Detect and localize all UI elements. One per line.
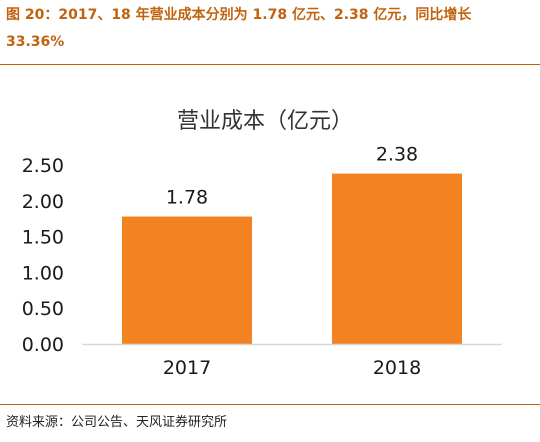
y-tick-label: 0.00 [22,334,64,356]
data-label-2017: 1.78 [166,187,208,209]
data-labels: 1.78 2.38 [166,144,418,209]
chart-container: 营业成本（亿元） 0.00 0.50 1.00 1.50 2.00 2.50 1.78 2.… [0,66,540,402]
caption-divider [0,64,540,65]
source-divider [0,404,540,405]
figure-caption: 图 20：2017、18 年营业成本分别为 1.78 亿元、2.38 亿元，同比… [6,7,472,50]
x-tick-label-2018: 2018 [373,357,421,379]
x-axis-tick-labels: 2017 2018 [163,357,421,379]
bar-series [122,173,462,344]
bar-2017 [122,216,252,344]
x-tick-label-2017: 2017 [163,357,211,379]
y-tick-label: 1.00 [22,262,64,284]
bar-2018 [332,173,462,344]
source-note: 资料来源：公司公告、天风证券研究所 [6,415,228,430]
data-label-2018: 2.38 [376,144,418,166]
bar-chart: 营业成本（亿元） 0.00 0.50 1.00 1.50 2.00 2.50 1.78 2.… [22,109,502,379]
chart-title: 营业成本（亿元） [177,109,353,134]
y-tick-label: 0.50 [22,298,64,320]
y-axis-tick-labels: 0.00 0.50 1.00 1.50 2.00 2.50 [22,155,64,356]
y-tick-label: 1.50 [22,227,64,249]
y-tick-label: 2.50 [22,155,64,177]
y-tick-label: 2.00 [22,191,64,213]
